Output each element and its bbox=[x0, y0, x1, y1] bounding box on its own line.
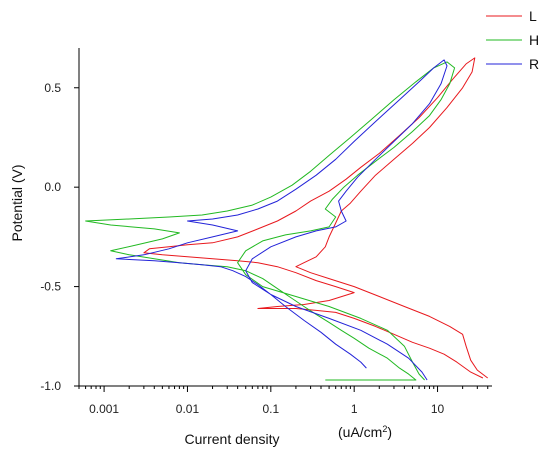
tick-layer: 0.5 0.0 -0.5 -1.0 0.001 0.01 0.1 1 10 bbox=[40, 81, 489, 416]
series-line-r bbox=[115, 59, 448, 381]
x-axis-title: Current density bbox=[185, 431, 280, 447]
y-tick-label: -0.5 bbox=[40, 280, 61, 294]
x-axis-unit-superscript: 2 bbox=[382, 424, 387, 434]
legend-label-l: L bbox=[529, 8, 537, 24]
x-tick-label: 0.01 bbox=[176, 402, 200, 416]
x-axis-unit-prefix: (uA/cm bbox=[338, 424, 382, 440]
legend-label-h: H bbox=[529, 32, 539, 48]
legend-label-r: R bbox=[529, 56, 539, 72]
y-axis-title: Potential (V) bbox=[9, 164, 25, 241]
x-tick-label: 0.001 bbox=[89, 402, 119, 416]
x-tick-label: 1 bbox=[351, 402, 358, 416]
y-tick-label: -1.0 bbox=[40, 379, 61, 393]
x-axis-unit: (uA/cm2) bbox=[338, 424, 392, 440]
series-line-h bbox=[85, 61, 456, 381]
legend: LHR bbox=[486, 8, 539, 72]
series-layer bbox=[85, 57, 489, 381]
x-tick-label: 10 bbox=[431, 402, 445, 416]
series-line-l bbox=[143, 57, 489, 379]
y-tick-label: 0.0 bbox=[44, 180, 61, 194]
x-axis-unit-suffix: ) bbox=[387, 424, 392, 440]
y-tick-label: 0.5 bbox=[44, 81, 61, 95]
x-tick-label: 0.1 bbox=[262, 402, 279, 416]
